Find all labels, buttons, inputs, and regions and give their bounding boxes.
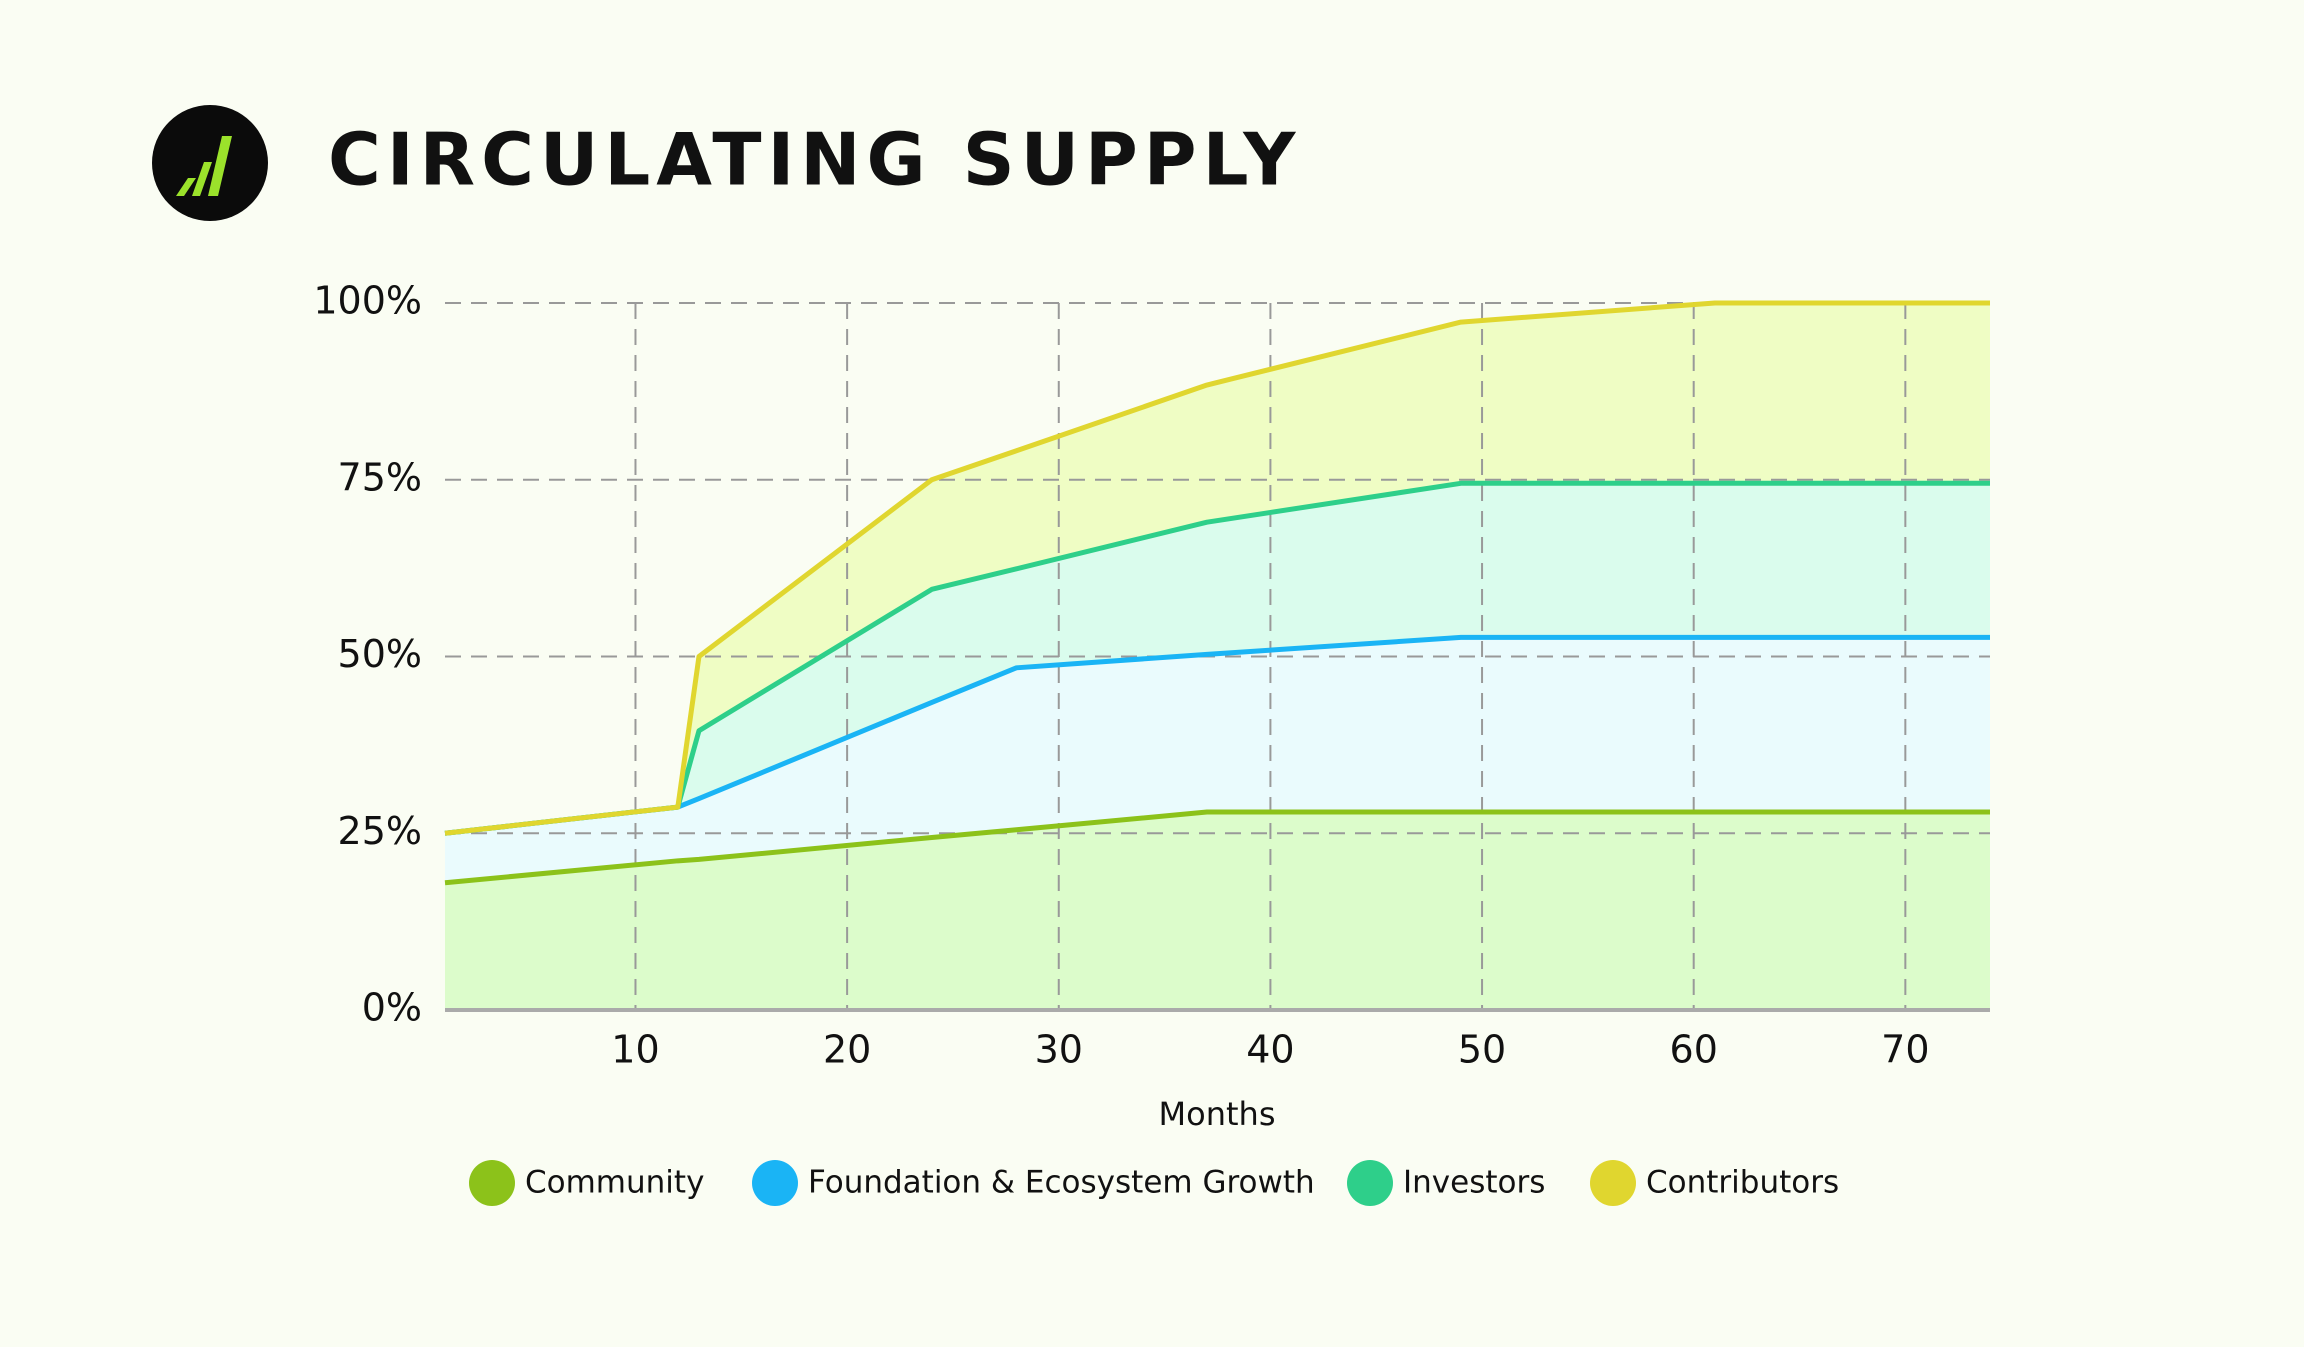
- x-tick-label: 10: [611, 1028, 659, 1072]
- y-tick-label: 100%: [313, 279, 422, 323]
- legend-label: Investors: [1403, 1165, 1545, 1201]
- series-line: [444, 480, 1990, 836]
- y-tick-label: 25%: [338, 809, 422, 853]
- series-line: [444, 809, 1990, 886]
- logo: [152, 105, 268, 221]
- legend-label: Contributors: [1646, 1165, 1839, 1201]
- y-tick-label: 75%: [338, 455, 422, 499]
- legend-label: Community: [525, 1165, 704, 1201]
- legend-swatch: [469, 1160, 515, 1206]
- y-tick-label: 50%: [338, 632, 422, 676]
- series-line: [444, 634, 1990, 836]
- x-tick-label: 60: [1670, 1028, 1718, 1072]
- x-tick-label: 30: [1035, 1028, 1083, 1072]
- area-fill: [445, 812, 1990, 1010]
- legend-swatch: [752, 1160, 798, 1206]
- x-tick-label: 70: [1881, 1028, 1929, 1072]
- chart-title: CIRCULATING SUPPLY: [328, 118, 1301, 202]
- legend-label: Foundation & Ecosystem Growth: [808, 1165, 1315, 1201]
- area-fill: [445, 483, 1990, 834]
- series-line: [444, 300, 1990, 836]
- legend-swatch: [1590, 1160, 1636, 1206]
- area-fill: [445, 637, 1990, 883]
- y-tick-label: 0%: [362, 986, 422, 1030]
- x-tick-label: 40: [1246, 1028, 1294, 1072]
- legend-swatch: [1347, 1160, 1393, 1206]
- area-fill: [445, 303, 1990, 834]
- x-tick-label: 20: [823, 1028, 871, 1072]
- x-axis-label: Months: [1159, 1095, 1276, 1133]
- x-tick-label: 50: [1458, 1028, 1506, 1072]
